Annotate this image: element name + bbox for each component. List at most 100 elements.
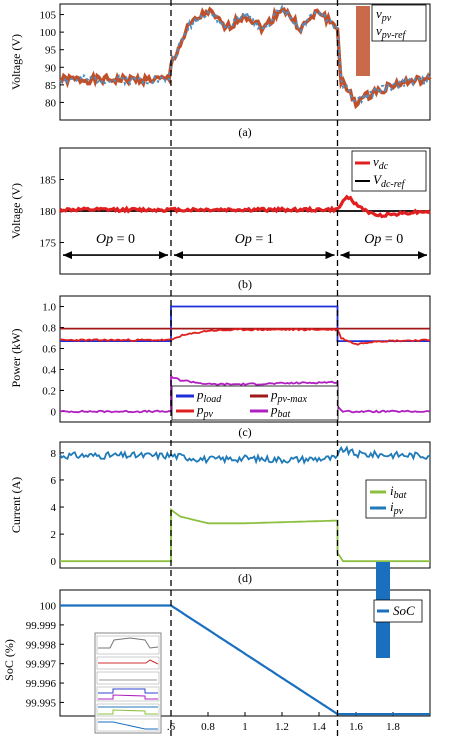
panel-d-series (59, 445, 431, 563)
panel-d-frame (59, 441, 431, 569)
legend-box (351, 150, 427, 192)
y-tick-label: 90 (45, 62, 57, 74)
y-tick-label: 185 (40, 175, 57, 187)
series-line-p_load (60, 305, 430, 343)
legend-label-pload: pload (196, 387, 222, 405)
y-tick-label: 0.8 (42, 323, 56, 335)
event-markers (170, 0, 339, 739)
legend-label-vpv: vpv (376, 6, 392, 24)
legend-label-vpv-ref: vpv-ref (376, 23, 407, 41)
series-line-v_pv (59, 4, 431, 105)
y-tick-label: 175 (40, 238, 57, 250)
legend-label-vdc: vdc (373, 154, 389, 172)
op-arrow-head-right (418, 251, 427, 260)
x-tick-label: 1.8 (386, 721, 400, 733)
y-tick-label: 99.998 (26, 639, 57, 651)
panel-d-current: 0 2 4 6 8 Current (A) ibat ipv (d) (9, 441, 431, 585)
legend-box (365, 479, 427, 519)
panel-b-legend: vdc Vdc-ref (351, 150, 427, 192)
inset-thumbnail (94, 632, 162, 734)
panel-c-y-ticks: 0 0.2 0.4 0.6 0.8 1.0 (42, 302, 64, 419)
y-tick-label: 0.6 (42, 344, 56, 356)
series-line-v_dc (58, 194, 431, 219)
y-tick-label: 95 (45, 45, 57, 57)
legend-label-pbat: pbat (270, 402, 291, 420)
panel-e-ylabel: SoC (%) (2, 639, 16, 681)
panel-e-x-ticks: .6 0.8 1 1.2 1.4 1.6 1.8 (167, 712, 400, 733)
panel-b-op-annotations: Op = 0 Op = 1 Op = 0 (63, 232, 427, 260)
y-tick-label: 0.2 (42, 386, 56, 398)
panel-a-voltage-pv: 80 85 90 95 100 105 Voltage (V) vpv vpv-ref (… (9, 3, 432, 139)
y-tick-label: 99.996 (26, 678, 57, 690)
panel-e-series (60, 604, 430, 716)
legend-label-soc: SoC (393, 603, 415, 618)
panel-c-frame (59, 295, 431, 423)
y-tick-label: 99.999 (26, 620, 57, 632)
op-arrow-head-right (159, 251, 168, 260)
panel-d-y-ticks: 0 2 4 6 8 (51, 448, 64, 568)
panel-c-caption: (c) (238, 425, 251, 439)
series-line-p_pv (59, 327, 431, 346)
x-tick-label: 1 (242, 721, 248, 733)
series-line-SoC (60, 604, 430, 716)
panel-b-ylabel: Voltage (V) (9, 183, 23, 239)
y-tick-label: 99.997 (26, 659, 57, 671)
panel-b-y-ticks: 175 180 185 (40, 175, 64, 250)
y-tick-label: 6 (51, 475, 57, 487)
legend-label-ibat: ibat (390, 483, 407, 501)
y-tick-label: 8 (51, 448, 57, 460)
series-line-i_pv (59, 445, 431, 465)
legend-label-vdc-ref: Vdc-ref (373, 172, 406, 190)
series-line-p_bat (59, 373, 431, 414)
op-label: Op = 0 (96, 232, 135, 247)
panel-d-caption: (d) (238, 571, 252, 585)
y-tick-label: 0.4 (42, 365, 56, 377)
panel-e-soc: 99.995 99.996 99.997 99.998 99.999 100 .6 0.8 1… (2, 562, 431, 734)
panel-c-ylabel: Power (kW) (9, 329, 23, 388)
y-tick-label: 4 (51, 502, 57, 514)
y-tick-label: 80 (45, 97, 57, 109)
panel-e-y-ticks: 99.995 99.996 99.997 99.998 99.999 100 (26, 601, 64, 709)
x-tick-label: .6 (167, 721, 176, 733)
legend-label-ipv: ipv (390, 499, 404, 517)
panel-d-ylabel: Current (A) (9, 477, 23, 533)
legend-box (373, 599, 423, 623)
op-arrow-head-left (63, 251, 72, 260)
panel-e-legend: SoC (373, 562, 423, 658)
op-arrow-head-left (340, 251, 350, 260)
y-tick-label: 105 (40, 10, 57, 22)
panel-a-series (58, 4, 432, 110)
panel-c-power: 0 0.2 0.4 0.6 0.8 1.0 Power (kW) pload ppv-ma… (9, 295, 431, 439)
y-tick-label: 85 (45, 80, 57, 92)
panel-a-caption: (a) (238, 125, 251, 139)
legend-box (171, 385, 339, 421)
y-tick-label: 100 (40, 27, 57, 39)
y-tick-label: 100 (40, 601, 57, 613)
panel-b-series (58, 194, 431, 219)
panel-b-caption: (b) (238, 277, 252, 291)
y-tick-label: 0 (51, 407, 57, 419)
panel-d-legend: ibat ipv (365, 479, 427, 519)
y-tick-label: 180 (40, 206, 57, 218)
x-tick-label: 0.8 (201, 721, 215, 733)
legend-label-ppv: ppv (196, 402, 214, 420)
y-tick-label: 2 (51, 529, 57, 541)
op-arrow-head-left (174, 251, 183, 260)
op-label: Op = 1 (235, 232, 274, 247)
op-arrow-head-right (325, 251, 335, 260)
panel-a-ylabel: Voltage (V) (9, 34, 23, 90)
y-tick-label: 1.0 (42, 302, 56, 314)
panel-c-legend: pload ppv-max ppv pbat (171, 385, 339, 421)
x-tick-label: 1.2 (275, 721, 289, 733)
panel-c-series (59, 305, 431, 414)
series-line-i_bat (60, 507, 430, 563)
legend-box (371, 4, 427, 42)
legend-swatch-vpv-ref (356, 6, 370, 76)
x-tick-label: 1.6 (349, 721, 363, 733)
panel-a-frame (59, 3, 431, 121)
panel-a-legend: vpv vpv-ref (356, 4, 427, 76)
op-label: Op = 0 (364, 232, 403, 247)
panel-a-y-ticks: 80 85 90 95 100 105 (40, 10, 64, 109)
